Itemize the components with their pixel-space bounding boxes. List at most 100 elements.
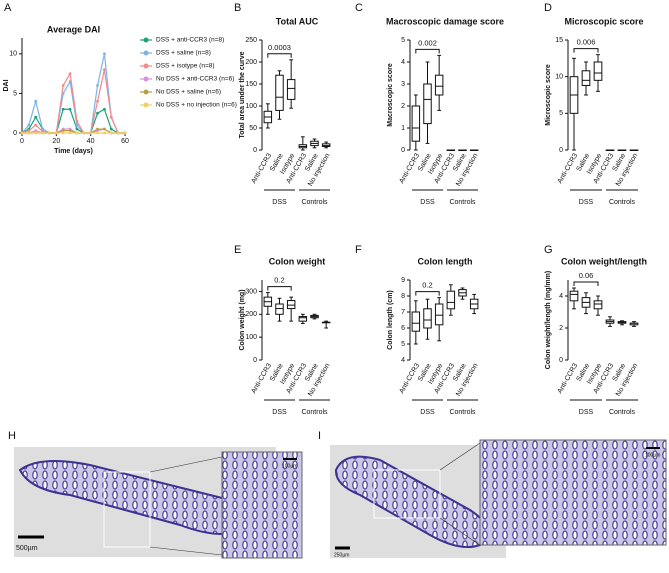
legend-label: No DSS + saline (n=6): [156, 89, 221, 96]
point: [68, 131, 72, 135]
box: [286, 300, 296, 310]
series-line: [21, 69, 125, 134]
y-tick-label: 2: [559, 325, 563, 332]
legend-swatch: [143, 89, 149, 95]
y-tick-label: 5: [401, 37, 405, 44]
point: [27, 123, 31, 127]
y-tick-label: 200: [245, 311, 257, 318]
y-tick-label: 0: [559, 357, 563, 364]
significance-label: 0.06: [579, 271, 594, 280]
box: [423, 83, 432, 125]
point: [96, 111, 99, 115]
scale-bar-label: 100µm: [282, 463, 297, 469]
chart-title: Colon length: [418, 256, 473, 266]
histology-inset: [479, 439, 667, 546]
legend-swatch: [143, 63, 149, 69]
chart-title: Total AUC: [276, 16, 319, 26]
point: [61, 107, 65, 111]
y-tick-label: 0: [13, 130, 17, 137]
point: [109, 127, 113, 131]
y-axis-label: DAI: [3, 79, 10, 91]
point: [61, 131, 65, 135]
point: [20, 131, 24, 135]
box: [434, 303, 444, 326]
panel-letter: C: [355, 2, 363, 14]
point: [34, 129, 38, 133]
point: [89, 131, 93, 135]
panel-letter: F: [355, 244, 362, 256]
panel-letter: D: [544, 2, 552, 14]
group-label: DSS: [420, 409, 435, 416]
point: [34, 115, 38, 119]
point: [109, 131, 113, 135]
y-tick-label: 5: [401, 341, 405, 348]
group-label: Controls: [449, 409, 476, 416]
series-line: [21, 108, 125, 134]
y-tick-label: 5: [13, 90, 17, 97]
point: [48, 131, 51, 135]
point: [68, 72, 72, 76]
chart-title: Colon weight/length: [561, 256, 647, 266]
legend-label: DSS + anti-CCR3 (n=8): [156, 37, 224, 44]
panel-letter: H: [8, 430, 16, 442]
point: [103, 52, 106, 56]
point: [34, 123, 38, 127]
y-axis-label: Colon weight/length (mg/mm): [545, 271, 552, 369]
chart-title: Colon weight: [269, 256, 326, 266]
group-label: DSS: [420, 199, 435, 206]
point: [103, 127, 106, 131]
box: [434, 74, 444, 96]
point: [41, 127, 44, 131]
box: [593, 300, 603, 310]
y-axis-label: Microscopic score: [545, 64, 552, 126]
box: [411, 105, 421, 142]
y-tick-label: 3: [401, 81, 405, 88]
group-label: Controls: [301, 409, 328, 416]
point: [27, 131, 31, 135]
legend-swatch: [143, 50, 149, 56]
group-label: DSS: [579, 409, 594, 416]
y-tick-label: 0: [253, 357, 257, 364]
point: [61, 129, 65, 133]
significance-label: 0.0003: [268, 43, 291, 52]
y-tick-label: 4: [401, 357, 405, 364]
legend-label: DSS + isotype (n=8): [156, 63, 215, 70]
panel-letter: I: [318, 430, 321, 442]
group-label: Controls: [609, 409, 636, 416]
box: [593, 61, 603, 81]
point: [41, 131, 44, 135]
y-tick-label: 10: [555, 74, 563, 81]
box: [275, 74, 284, 111]
y-tick-label: 250: [245, 37, 257, 44]
point: [123, 131, 127, 135]
point: [61, 84, 65, 87]
point: [54, 131, 58, 135]
significance-label: 0.2: [274, 276, 284, 285]
y-tick-label: 0: [559, 147, 563, 154]
point: [96, 99, 99, 103]
box: [446, 290, 456, 310]
histology-inset: [221, 451, 303, 559]
y-axis-label: Colon length (cm): [387, 290, 394, 350]
zoom-box: [373, 469, 441, 519]
box: [286, 79, 296, 100]
group-label: DSS: [272, 199, 287, 206]
point: [68, 129, 72, 133]
y-tick-label: 8: [401, 293, 405, 300]
legend-label: No DSS + no injection (n=6): [156, 102, 237, 109]
y-tick-label: 4: [559, 293, 563, 300]
series-line: [21, 53, 125, 134]
point: [75, 119, 79, 123]
panel-letter: E: [234, 244, 241, 256]
point: [27, 129, 31, 133]
significance-bracket: [573, 281, 599, 286]
group-label: Controls: [301, 199, 328, 206]
significance-bracket: [267, 286, 292, 291]
y-tick-label: 7: [401, 309, 405, 316]
point: [34, 131, 38, 135]
scale-bar-label: 100µm: [645, 452, 660, 458]
y-axis-label: Colon weight (mg): [239, 289, 246, 350]
significance-bracket: [573, 48, 599, 53]
x-axis-label: Time (days): [54, 148, 93, 155]
box: [569, 290, 579, 302]
